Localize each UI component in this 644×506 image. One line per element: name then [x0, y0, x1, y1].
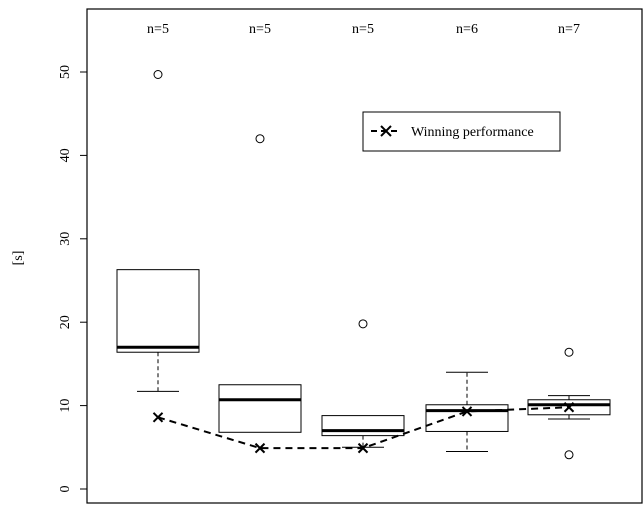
- winning-performance-marker: [254, 442, 266, 454]
- sample-size-label: n=5: [352, 22, 374, 37]
- winning-performance-marker: [152, 412, 164, 423]
- outlier-point: [564, 450, 574, 460]
- legend: Winning performance: [362, 111, 561, 152]
- y-tick-label: 20: [58, 315, 73, 329]
- box-4: n=6: [425, 22, 509, 452]
- y-tick-label: 10: [58, 399, 73, 413]
- marker-stroke: [254, 442, 266, 454]
- sample-size-label: n=5: [147, 22, 169, 37]
- box-1: n=5: [116, 22, 200, 392]
- sample-size-label: n=6: [456, 22, 478, 37]
- iqr-box: [425, 404, 509, 432]
- box-5: n=7: [527, 22, 611, 460]
- box-2: n=5: [218, 22, 302, 433]
- iqr-box: [321, 415, 405, 437]
- sample-size-label: n=5: [249, 22, 271, 37]
- boxes-group: n=5 n=5 n=5 n=6 n=7: [116, 22, 611, 460]
- marker-stroke: [563, 402, 575, 413]
- iqr-box: [116, 269, 200, 353]
- outlier-point: [255, 134, 265, 144]
- winning-performance-marker: [461, 406, 473, 417]
- marker-stroke: [461, 406, 473, 417]
- winning-performance-marker: [563, 402, 575, 413]
- legend-marker: [380, 125, 392, 137]
- box-3: n=5: [321, 22, 405, 448]
- y-tick-label: 50: [58, 65, 73, 79]
- sample-size-label: n=7: [558, 22, 580, 37]
- iqr-box: [218, 384, 302, 433]
- winning-performance-marker: [357, 442, 369, 454]
- marker-stroke: [152, 412, 164, 423]
- outlier-point: [564, 347, 574, 357]
- y-tick-label: 30: [58, 232, 73, 246]
- y-tick-label: 40: [58, 148, 73, 162]
- y-axis: 0 10 20 30 40 50: [58, 65, 88, 493]
- winning-performance-series: [152, 402, 575, 454]
- outlier-point: [358, 319, 368, 329]
- y-axis-title: [s]: [11, 251, 26, 266]
- legend-label: Winning performance: [411, 125, 534, 140]
- y-tick-label: 0: [58, 486, 73, 493]
- outlier-point: [153, 70, 163, 80]
- marker-stroke: [357, 442, 369, 454]
